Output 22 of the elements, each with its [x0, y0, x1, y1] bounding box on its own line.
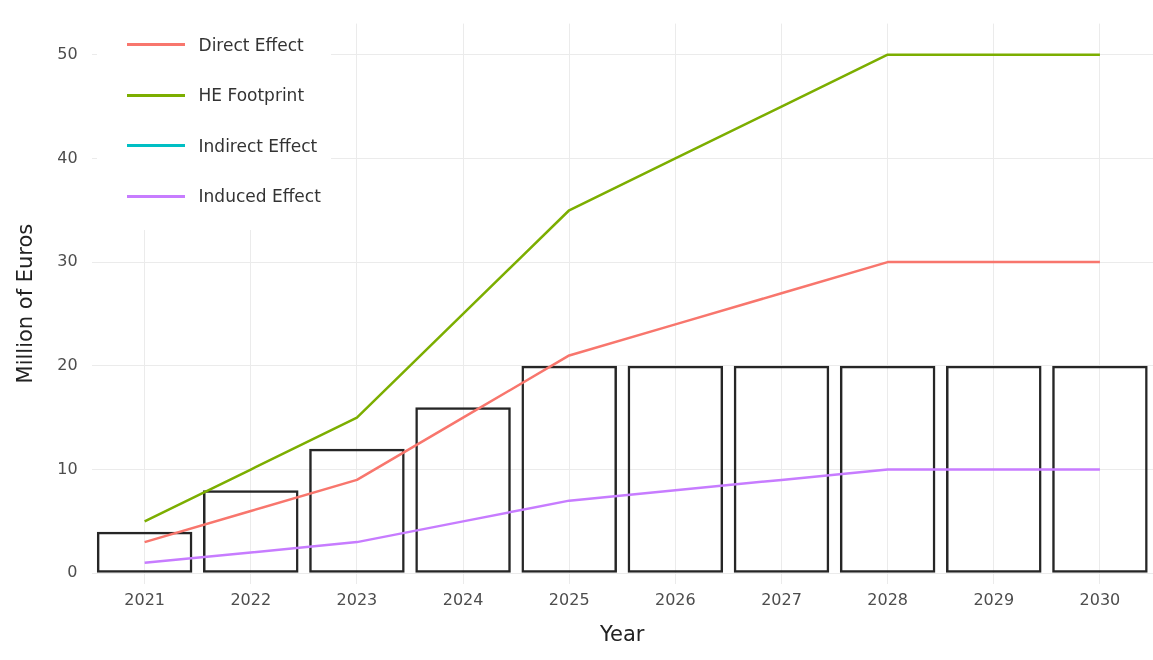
y-tick-label: 0 [67, 562, 78, 582]
x-tick-label: 2027 [761, 590, 802, 610]
x-tick-label: 2021 [124, 590, 165, 610]
x-tick-label: 2029 [973, 590, 1015, 610]
y-tick-label: 10 [57, 458, 78, 478]
x-tick-label: 2022 [230, 590, 272, 610]
y-tick-label: 50 [57, 43, 78, 63]
legend-label: HE Footprint [198, 85, 305, 106]
x-tick-label: 2030 [1079, 590, 1121, 610]
y-axis-title: Million of Euros [13, 223, 38, 384]
legend-label: Direct Effect [198, 34, 304, 55]
x-tick-label: 2025 [548, 590, 590, 610]
y-tick-label: 20 [57, 354, 78, 374]
x-tick-label: 2024 [442, 590, 484, 610]
y-tick-label: 30 [57, 251, 78, 271]
legend-label: Indirect Effect [198, 135, 318, 156]
x-tick-label: 2023 [336, 590, 378, 610]
x-tick-label: 2026 [654, 590, 696, 610]
x-axis-title: Year [599, 621, 645, 646]
legend-label: Induced Effect [198, 186, 321, 207]
x-tick-label: 2028 [867, 590, 908, 610]
y-tick-label: 40 [57, 147, 78, 167]
